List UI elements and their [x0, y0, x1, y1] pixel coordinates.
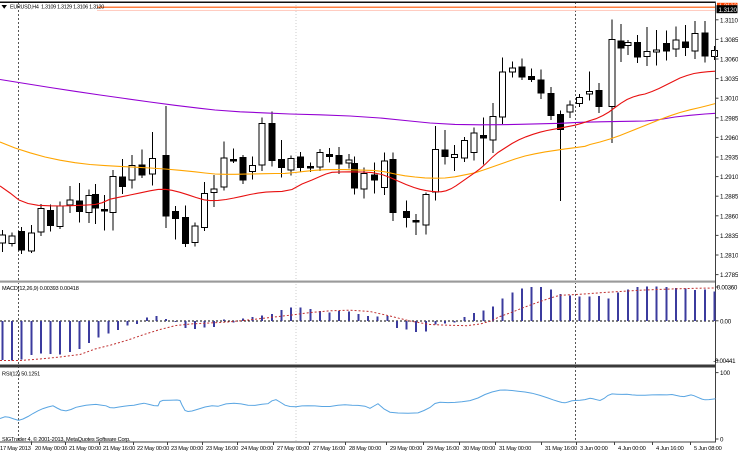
svg-text:0: 0: [720, 437, 724, 444]
svg-text:24 May 00:00: 24 May 00:00: [241, 446, 273, 452]
svg-text:4 Jun 00:00: 4 Jun 00:00: [618, 446, 646, 452]
svg-text:1.3085: 1.3085: [720, 37, 738, 44]
svg-text:EURUSD,H4 1.3109 1.3129 1.310: EURUSD,H4 1.3109 1.3129 1.3106 1.3120: [10, 5, 104, 11]
svg-text:1.2860: 1.2860: [720, 213, 738, 220]
svg-text:MACD(12,26,9) 0.00393 0.00418: MACD(12,26,9) 0.00393 0.00418: [2, 286, 79, 292]
svg-text:1.2910: 1.2910: [720, 174, 738, 181]
svg-text:1.2885: 1.2885: [720, 194, 738, 201]
svg-text:1.2935: 1.2935: [720, 155, 738, 162]
svg-text:1.2785: 1.2785: [720, 272, 738, 279]
svg-text:28 May 00:00: 28 May 00:00: [349, 446, 381, 452]
svg-text:3 Jun 00:00: 3 Jun 00:00: [580, 446, 608, 452]
svg-text:-0.00441: -0.00441: [713, 358, 736, 365]
svg-text:SIGTrader 4, © 2001-2013, Meta: SIGTrader 4, © 2001-2013, MetaQuotes Sof…: [2, 436, 131, 443]
svg-text:1.3010: 1.3010: [720, 96, 738, 103]
svg-text:20 May 00:00: 20 May 00:00: [35, 446, 67, 452]
svg-text:0.00: 0.00: [720, 318, 732, 325]
svg-text:30 May 00:00: 30 May 00:00: [463, 446, 495, 452]
svg-text:27 May 00:00: 27 May 00:00: [277, 446, 309, 452]
svg-text:4 Jun 16:00: 4 Jun 16:00: [656, 446, 684, 452]
svg-text:1.3060: 1.3060: [720, 57, 738, 64]
svg-text:22 May 00:00: 22 May 00:00: [137, 446, 169, 452]
svg-text:5 Jun 08:00: 5 Jun 08:00: [694, 446, 722, 452]
svg-text:21 May 16:00: 21 May 16:00: [103, 446, 135, 452]
svg-text:1.3035: 1.3035: [720, 76, 738, 83]
svg-text:17 May 2013: 17 May 2013: [0, 446, 31, 452]
svg-text:1.2985: 1.2985: [720, 115, 738, 122]
svg-text:1.2960: 1.2960: [720, 135, 738, 142]
svg-text:23 May 00:00: 23 May 00:00: [171, 446, 203, 452]
svg-text:1.3110: 1.3110: [720, 17, 738, 24]
svg-text:21 May 00:00: 21 May 00:00: [69, 446, 101, 452]
svg-text:23 May 16:00: 23 May 16:00: [206, 446, 238, 452]
svg-text:1.2835: 1.2835: [720, 233, 738, 240]
svg-text:31 May 00:00: 31 May 00:00: [499, 446, 531, 452]
svg-text:100: 100: [720, 370, 731, 377]
svg-text:RSI(12) 50.1251: RSI(12) 50.1251: [2, 372, 40, 378]
svg-text:27 May 16:00: 27 May 16:00: [313, 446, 345, 452]
svg-text:0.00360: 0.00360: [717, 285, 738, 292]
svg-text:29 May 16:00: 29 May 16:00: [427, 446, 459, 452]
svg-text:31 May 16:00: 31 May 16:00: [545, 446, 577, 452]
svg-text:29 May 00:00: 29 May 00:00: [390, 446, 422, 452]
svg-text:1.2810: 1.2810: [720, 253, 738, 260]
svg-text:1.3120: 1.3120: [719, 7, 738, 14]
